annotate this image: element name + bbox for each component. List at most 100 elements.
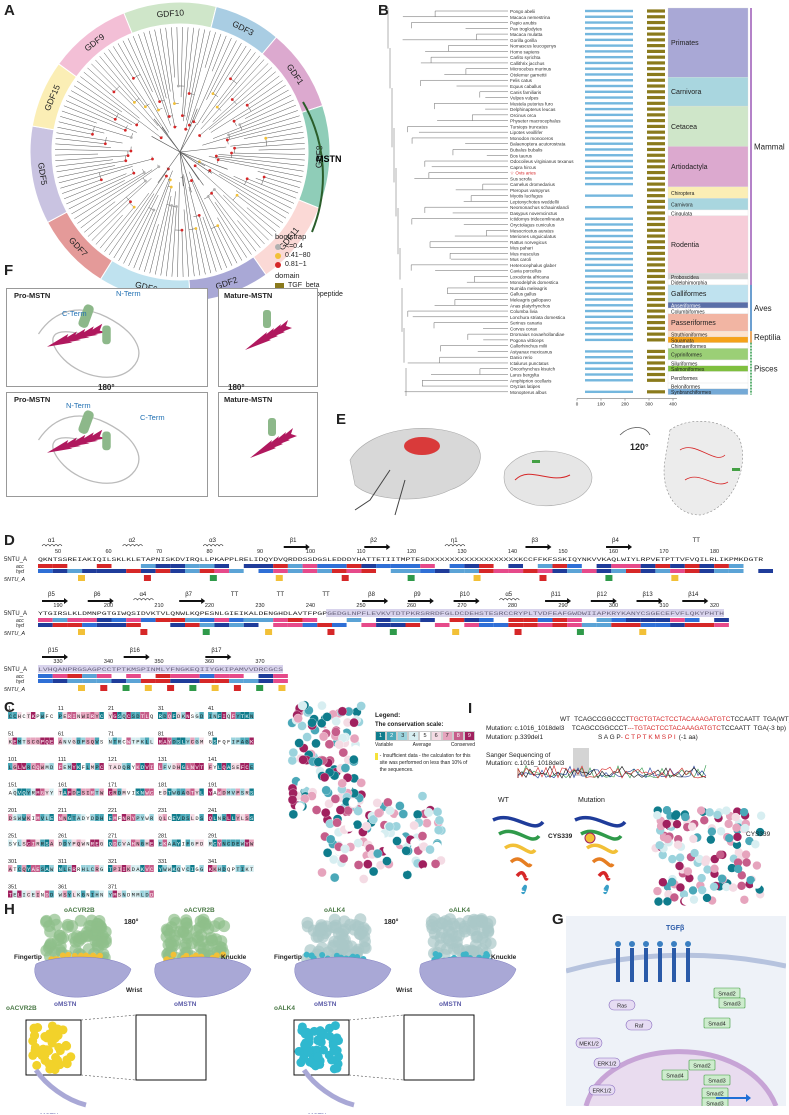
domain-item: TGF_beta bbox=[275, 282, 355, 289]
residue-letter: E bbox=[32, 892, 36, 899]
residue-number: 111 bbox=[58, 757, 66, 763]
tree-branch bbox=[113, 46, 134, 79]
atom-sphere bbox=[353, 806, 363, 816]
tree-branch bbox=[99, 207, 135, 249]
tree-branch bbox=[212, 43, 242, 94]
residue-letter: S bbox=[213, 739, 217, 746]
atom-sphere bbox=[297, 700, 308, 711]
atom-sphere bbox=[434, 815, 445, 825]
residue-letter: C bbox=[168, 815, 172, 822]
annotation-box bbox=[167, 685, 175, 691]
residue-letter: D bbox=[222, 866, 226, 873]
propeptide-bar bbox=[585, 280, 633, 284]
residue-cell bbox=[44, 814, 50, 821]
residue-letter: C bbox=[18, 866, 22, 873]
residue-letter: I bbox=[122, 866, 125, 873]
track-cell bbox=[611, 564, 626, 568]
scale-cell: 2 bbox=[386, 731, 398, 741]
tree-trunk bbox=[157, 151, 181, 183]
species-label: Mesocricetus auratus bbox=[510, 228, 554, 233]
propeptide-bar bbox=[585, 165, 633, 168]
ligand-dot bbox=[657, 941, 663, 947]
atom-sphere bbox=[288, 809, 298, 819]
pathway-node bbox=[718, 997, 746, 1009]
track-cell bbox=[302, 564, 318, 568]
axis-tick-label: 400 bbox=[669, 402, 677, 407]
residue-number: 161 bbox=[58, 783, 67, 789]
track-cell bbox=[155, 623, 171, 627]
residue-tick: 350 bbox=[154, 659, 163, 665]
residue-tick: 330 bbox=[53, 659, 62, 665]
track-cell bbox=[728, 564, 744, 568]
species-label: Nomascus leucogenys bbox=[510, 44, 557, 49]
tree-branch bbox=[237, 220, 261, 248]
interface-sphere bbox=[308, 952, 315, 959]
residue-letter: F bbox=[59, 764, 62, 771]
residue-cell bbox=[44, 890, 50, 898]
tree-branch bbox=[77, 166, 159, 224]
track-cell bbox=[479, 564, 494, 568]
atom-sphere bbox=[717, 874, 727, 883]
residue-cell bbox=[181, 839, 186, 847]
residue-letter: V bbox=[127, 790, 131, 797]
residue-letter: Y bbox=[218, 841, 222, 848]
beta-arrow bbox=[590, 598, 617, 604]
receptor-sphere bbox=[180, 929, 193, 942]
tree-branch bbox=[195, 228, 206, 275]
residue-cell bbox=[21, 788, 27, 796]
pathway-node-label: Raf bbox=[635, 1024, 644, 1030]
propeptide-bar bbox=[585, 136, 633, 140]
track-cell bbox=[670, 569, 685, 573]
track-cell bbox=[229, 564, 244, 568]
bootstrap-dot bbox=[181, 176, 185, 179]
atom-sphere bbox=[307, 718, 317, 728]
ribbon-structure bbox=[574, 815, 627, 895]
residue-letter: I bbox=[132, 790, 135, 797]
atom-sphere bbox=[710, 864, 719, 873]
residue-cell bbox=[85, 865, 90, 872]
track-cell bbox=[96, 618, 112, 622]
atom-sphere bbox=[707, 827, 717, 836]
tree-branch bbox=[118, 175, 167, 261]
residue-cell bbox=[117, 788, 122, 796]
wrist-label: Wrist bbox=[126, 987, 143, 994]
red-chain bbox=[514, 473, 571, 481]
sec-structure-label: β6 bbox=[94, 592, 101, 598]
propeptide-bar bbox=[585, 263, 633, 267]
residue-letter: V bbox=[122, 841, 126, 848]
annotation-box bbox=[576, 629, 584, 635]
atom-sphere bbox=[338, 853, 349, 864]
track-cell bbox=[493, 623, 509, 627]
track-cell bbox=[214, 674, 230, 678]
scale-cell: 4 bbox=[408, 731, 420, 741]
residue-cell bbox=[181, 814, 186, 821]
residue-cell bbox=[76, 712, 81, 719]
residue-cell bbox=[199, 839, 204, 847]
residue-cell bbox=[149, 890, 154, 898]
residue-tick: 360 bbox=[205, 659, 214, 665]
residue-number: 91 bbox=[208, 732, 214, 738]
interface-sphere bbox=[313, 1036, 323, 1046]
residue-cell bbox=[21, 763, 27, 770]
tree-branch bbox=[180, 27, 183, 98]
ribbon-strand bbox=[509, 857, 533, 868]
residue-letter: A bbox=[127, 841, 131, 848]
atom-sphere bbox=[375, 831, 385, 842]
residue-letter: N bbox=[141, 790, 144, 797]
sec-structure-label: β1 bbox=[290, 538, 297, 544]
track-cell bbox=[258, 618, 274, 622]
seq-mid: TGCTGTACTCCTACAAAGATGTC bbox=[629, 716, 731, 723]
track-cell bbox=[170, 674, 185, 678]
residue-number: 171 bbox=[108, 783, 117, 789]
residue-cell bbox=[240, 737, 245, 745]
residue-cell bbox=[62, 814, 67, 821]
residue-letter: L bbox=[213, 815, 216, 822]
interface-sphere bbox=[318, 1045, 328, 1055]
species-label: Mustela putorius furo bbox=[510, 101, 553, 106]
residue-letter: N bbox=[218, 815, 221, 822]
residue-letter: L bbox=[18, 764, 21, 771]
species-label: Macaca nemestrina bbox=[510, 15, 551, 20]
track-cell bbox=[185, 564, 200, 568]
track-cell bbox=[670, 564, 685, 568]
